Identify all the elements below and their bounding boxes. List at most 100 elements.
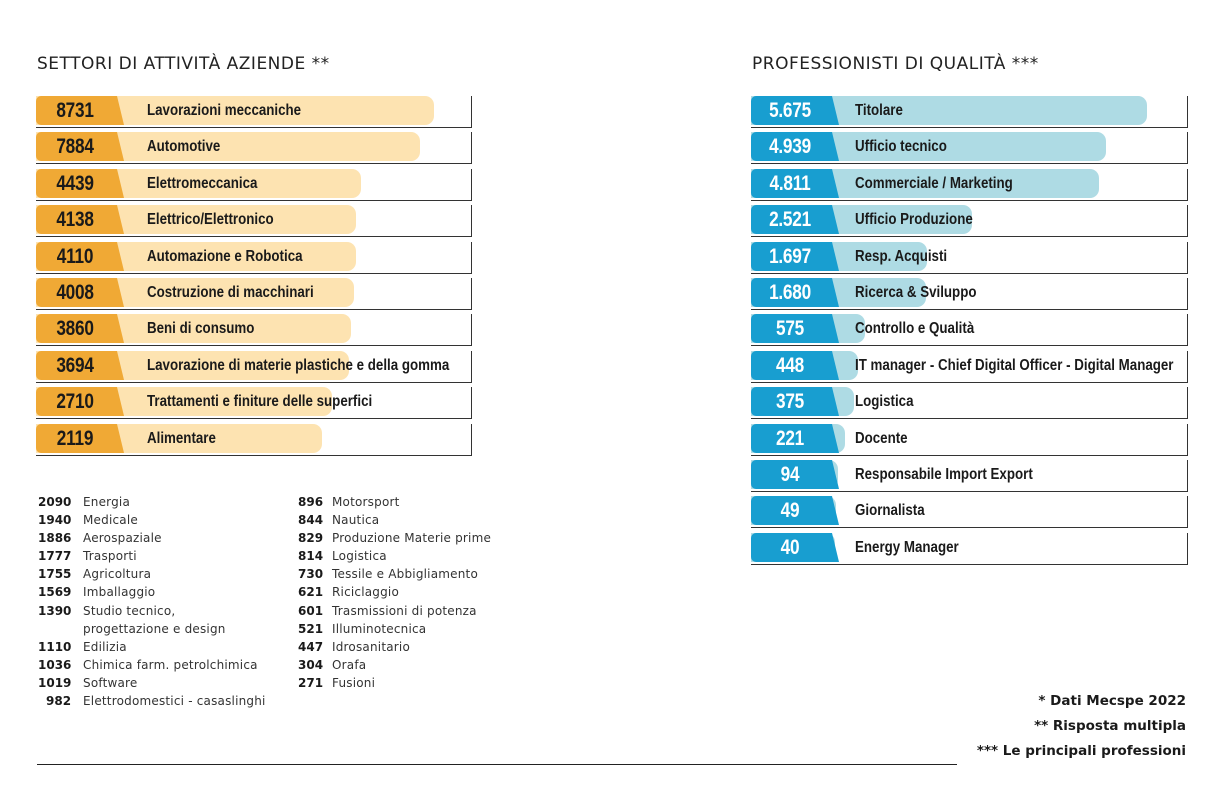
bar-row: 8731 Lavorazioni meccaniche — [36, 96, 472, 128]
sector-list-item: 601 Trasmissioni di potenza — [298, 602, 491, 620]
bar-frame — [751, 314, 1188, 347]
bar-frame — [36, 205, 472, 238]
sector-name: Motorsport — [332, 493, 400, 511]
category-label: Beni di consumo — [147, 320, 255, 338]
sector-name-line: Trasporti — [83, 549, 137, 564]
sector-count: 982 — [46, 694, 72, 709]
value-box-tip — [114, 314, 124, 344]
sector-count: 1019 — [38, 675, 72, 690]
category-label: Elettrico/Elettronico — [147, 211, 274, 229]
value-box-tip — [829, 241, 839, 271]
value-box-tip — [829, 96, 839, 125]
sector-name-line: progettazione e design — [83, 621, 226, 636]
sector-name: Logistica — [332, 547, 387, 565]
value-label: 4439 — [56, 171, 94, 195]
bar-row: 4439 Elettromeccanica — [36, 168, 472, 201]
value-box-tip — [829, 423, 839, 453]
sector-name: Agricoltura — [83, 565, 151, 583]
category-label: Alimentare — [147, 429, 216, 447]
value-box — [36, 314, 114, 344]
value-label: 94 — [780, 462, 800, 486]
category-label: Ufficio tecnico — [855, 138, 947, 156]
value-label: 4008 — [56, 280, 94, 304]
category-label: Commerciale / Marketing — [855, 174, 1013, 192]
sector-list-item: 982 Elettrodomestici - casaslinghi — [38, 692, 266, 710]
sector-list-item: 1036 Chimica farm. petrolchimica — [38, 656, 266, 674]
value-label: 1.680 — [769, 280, 811, 304]
sector-name-line: Aerospaziale — [83, 531, 162, 546]
sector-count: 271 — [298, 675, 324, 690]
value-box — [751, 387, 829, 417]
value-box — [751, 532, 829, 562]
sector-name-line: Edilizia — [83, 639, 127, 654]
bar-frame — [751, 132, 1188, 165]
bar-row: 2.521 Ufficio Produzione — [751, 205, 1188, 238]
value-box — [751, 350, 829, 380]
sector-name-line: Orafa — [332, 657, 367, 672]
professionals-bar-chart: 5.675 Titolare 4.939 Ufficio tecnico 4.811 Co… — [751, 96, 1188, 569]
sector-list-item: 1886 Aerospaziale — [38, 529, 266, 547]
bar-frame — [36, 423, 472, 456]
value-box-tip — [114, 387, 124, 417]
sector-name: Edilizia — [83, 638, 127, 656]
sector-count: 1390 — [38, 603, 72, 618]
value-box — [36, 241, 114, 271]
sector-name-line: Logistica — [332, 549, 387, 564]
category-label: Automazione e Robotica — [147, 247, 303, 265]
category-label: Docente — [855, 429, 908, 447]
sector-list-item: 1777 Trasporti — [38, 547, 266, 565]
bar-row: 49 Giornalista — [751, 496, 1188, 529]
sector-count: 1569 — [38, 585, 72, 600]
value-label: 49 — [780, 499, 800, 523]
bottom-divider — [37, 764, 957, 765]
bar-frame — [36, 387, 472, 420]
sectors-bar-chart: 8731 Lavorazioni meccaniche 7884 Automotive… — [36, 96, 472, 460]
sector-list-item: 521 Illuminotecnica — [298, 620, 491, 638]
value-box — [751, 132, 829, 162]
sector-count: 2090 — [38, 495, 72, 509]
value-label: 221 — [775, 426, 804, 450]
sector-count: 1940 — [38, 513, 72, 528]
sector-list-item: 844 Nautica — [298, 511, 491, 529]
sector-list-item: 1019 Software — [38, 674, 266, 692]
sector-list-item: 829 Produzione Materie prime — [298, 529, 491, 547]
other-sectors-list-2: 896 Motorsport 844 Nautica 829 Produzione Mat… — [298, 493, 491, 692]
sector-name: Software — [83, 674, 138, 692]
sector-count: 829 — [298, 531, 324, 546]
bar-frame — [36, 168, 472, 201]
bar-row: 5.675 Titolare — [751, 96, 1188, 128]
bar-frame — [751, 350, 1188, 383]
value-label: 4138 — [56, 208, 94, 232]
sector-list-item: 1940 Medicale — [38, 511, 266, 529]
sector-name-line: Studio tecnico, — [83, 603, 176, 618]
bar-frame — [36, 314, 472, 347]
bar-frame — [751, 96, 1188, 128]
value-label: 575 — [775, 317, 804, 341]
sector-count: 844 — [298, 513, 324, 528]
bar-frame — [751, 277, 1188, 310]
value-box — [751, 205, 829, 235]
bar-row: 3860 Beni di consumo — [36, 314, 472, 347]
sector-count: 814 — [298, 549, 324, 564]
bar-row: 40 Energy Manager — [751, 532, 1188, 565]
sector-name-line: Produzione Materie prime — [332, 531, 492, 546]
value-box — [751, 168, 829, 198]
sector-count: 447 — [298, 639, 324, 654]
sector-name: Imballaggio — [83, 583, 155, 601]
sector-name: Illuminotecnica — [332, 620, 426, 638]
category-label: Lavorazioni meccaniche — [147, 102, 302, 119]
sector-count: 621 — [298, 585, 324, 600]
value-box-tip — [829, 132, 839, 162]
bar-row: 4138 Elettrico/Elettronico — [36, 205, 472, 238]
value-box-tip — [829, 532, 839, 562]
bar-row: 375 Logistica — [751, 387, 1188, 420]
category-label: Controllo e Qualità — [855, 320, 975, 338]
category-label: Elettromeccanica — [147, 174, 258, 192]
value-label: 3694 — [56, 353, 94, 377]
sector-name-line: Medicale — [83, 513, 138, 528]
footnote-source: * Dati Mecspe 2022 — [1038, 693, 1186, 709]
category-label: Ufficio Produzione — [855, 211, 973, 229]
sector-name-line: Energia — [83, 495, 130, 509]
value-label: 375 — [775, 390, 804, 414]
sector-name: Energia — [83, 493, 130, 511]
